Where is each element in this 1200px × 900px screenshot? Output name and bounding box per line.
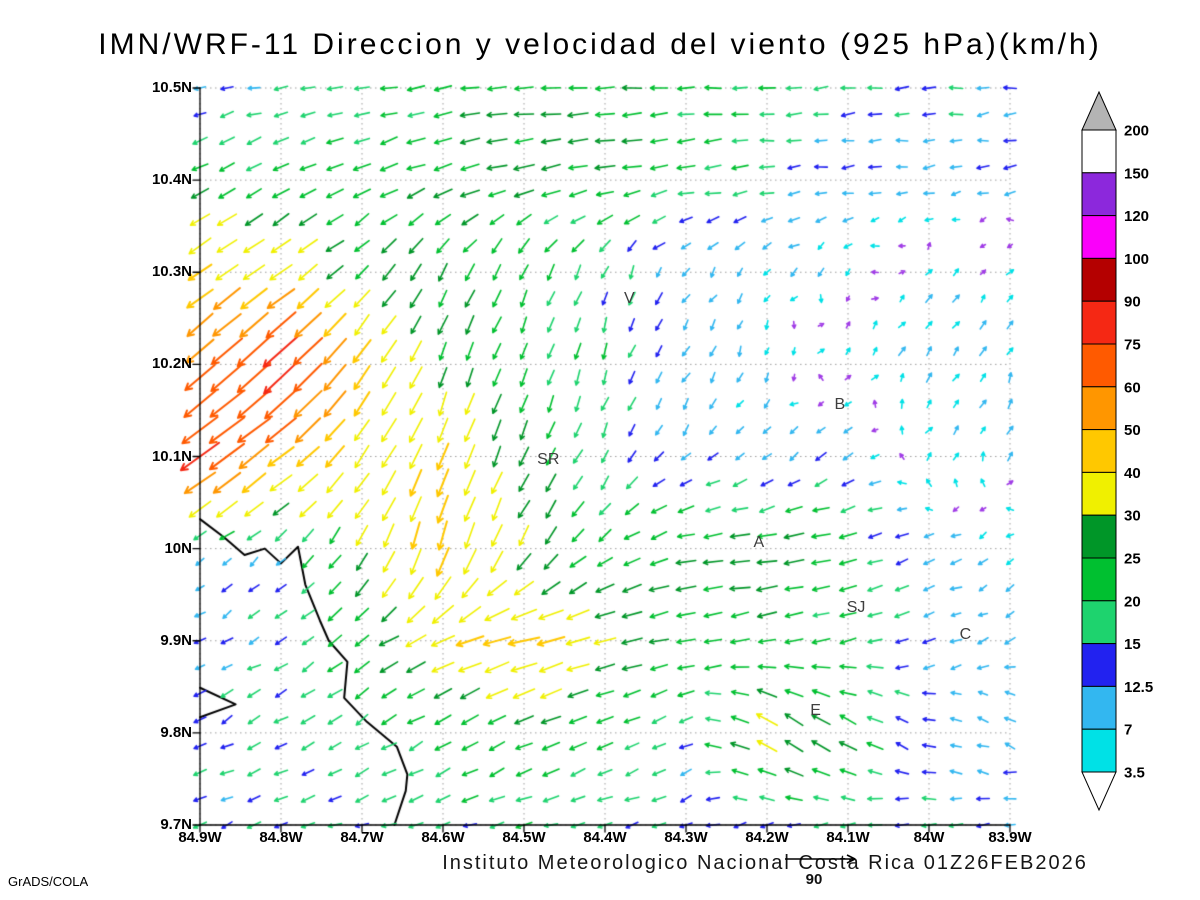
colorbar-band [1081, 600, 1117, 645]
lon-tick-label: 84.6W [421, 829, 465, 846]
colorbar-band [1081, 343, 1117, 388]
colorbar-band [1081, 429, 1117, 473]
colorbar-band [1081, 257, 1117, 302]
lon-tick-label: 84.1W [826, 829, 870, 846]
reference-arrow [785, 854, 856, 864]
colorbar-tick-label: 25 [1124, 551, 1141, 568]
colorbar-band [1081, 129, 1117, 174]
lat-tick-label: 10.3N [151, 263, 192, 281]
colorbar-band [1081, 300, 1117, 345]
lat-tick-label: 10.5N [151, 79, 192, 96]
lat-tick-label: 9.8N [160, 723, 192, 741]
colorbar-band [1081, 557, 1117, 602]
station-label-a: A [753, 534, 765, 552]
colorbar-tick-label: 150 [1124, 165, 1149, 182]
lon-tick-label: 83.9W [988, 829, 1032, 846]
colorbar-under-triangle [1081, 771, 1117, 812]
colorbar-band [1081, 514, 1117, 559]
colorbar-tick-label: 12.5 [1124, 679, 1153, 696]
lat-tick-label: 10.4N [151, 171, 192, 189]
lon-tick-label: 84.2W [745, 829, 789, 846]
lon-tick-label: 84.5W [502, 829, 546, 846]
caption: Instituto Meteorologico Nacional Costa R… [442, 852, 1088, 874]
colorbar-tick-label: 30 [1124, 508, 1141, 525]
lon-tick-label: 84W [913, 829, 945, 846]
lat-tick-label: 10.1N [151, 447, 192, 465]
colorbar-over-triangle [1081, 90, 1117, 131]
colorbar-band [1081, 643, 1117, 687]
colorbar-band [1081, 685, 1117, 730]
colorbar-tick-label: 7 [1124, 722, 1132, 739]
lat-tick-label: 10N [164, 539, 192, 557]
station-label-sj: SJ [846, 598, 866, 616]
lon-tick-label: 84.9W [178, 829, 222, 846]
lon-tick-label: 84.4W [583, 829, 627, 846]
station-label-e: E [810, 701, 821, 719]
station-label-v: V [623, 289, 635, 307]
reference-arrow-label: 90 [805, 871, 823, 888]
colorbar-band [1081, 172, 1117, 217]
lat-tick-label: 9.7N [160, 816, 192, 833]
colorbar-tick-label: 40 [1124, 465, 1141, 482]
colorbar-tick-label: 75 [1124, 337, 1141, 354]
lon-tick-label: 84.3W [664, 829, 708, 846]
colorbar-tick-label: 3.5 [1124, 765, 1145, 782]
colorbar-band [1081, 386, 1117, 431]
lat-tick-label: 10.2N [151, 355, 192, 373]
wind-vector-map [170, 75, 1025, 840]
colorbar-tick-label: 90 [1124, 294, 1141, 311]
colorbar-tick-label: 50 [1124, 422, 1141, 439]
colorbar-tick-label: 200 [1124, 123, 1149, 140]
colorbar-tick-label: 60 [1124, 379, 1141, 396]
colorbar-band [1081, 215, 1117, 259]
grads-credit: GrADS/COLA [8, 874, 89, 889]
lat-tick-label: 9.9N [160, 631, 192, 649]
lon-tick-label: 84.7W [340, 829, 384, 846]
colorbar-tick-label: 100 [1124, 251, 1149, 268]
station-label-b: B [834, 395, 846, 413]
colorbar-tick-label: 120 [1124, 208, 1149, 225]
lon-tick-label: 84.8W [259, 829, 303, 846]
station-label-sr: SR [537, 451, 560, 469]
colorbar-tick-label: 20 [1124, 593, 1141, 610]
colorbar-tick-label: 15 [1124, 636, 1141, 653]
station-label-c: C [959, 626, 972, 644]
colorbar-band [1081, 728, 1117, 773]
chart-title: IMN/WRF-11 Direccion y velocidad del vie… [98, 28, 1102, 61]
colorbar: 200 150 120 100 90 75 60 50 40 30 25 20 15 12.5 7 3.5 [1081, 90, 1153, 812]
colorbar-band [1081, 471, 1117, 516]
